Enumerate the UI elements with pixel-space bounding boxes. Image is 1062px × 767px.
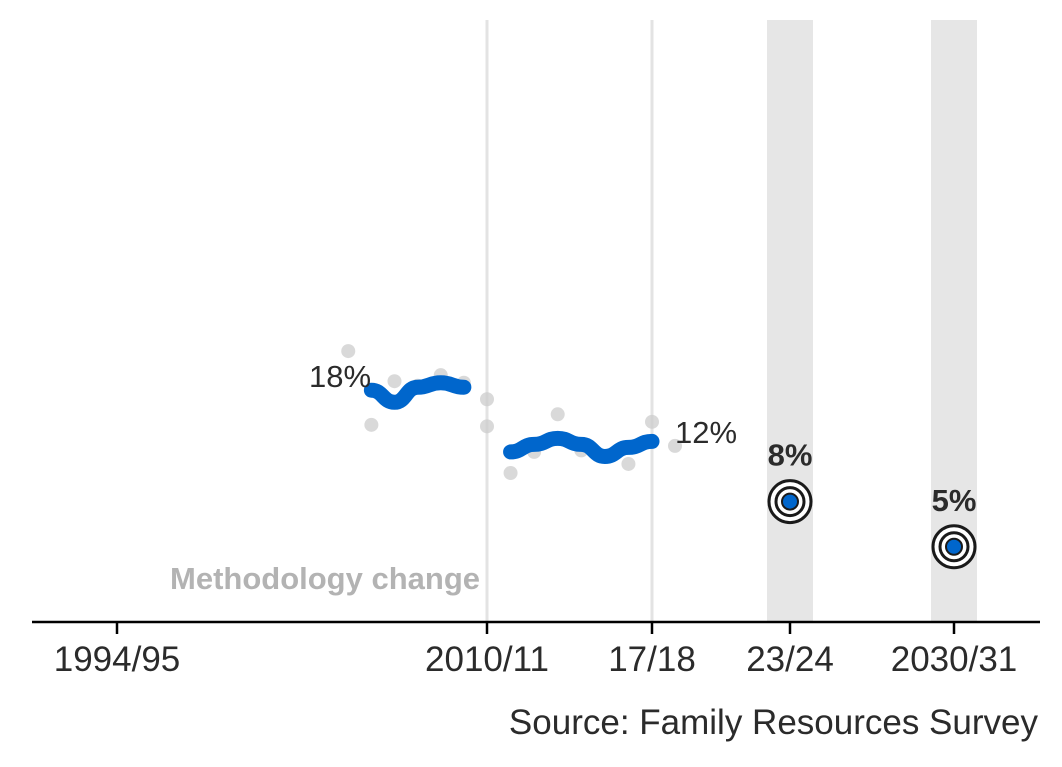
annual-estimate-points <box>341 344 682 481</box>
x-tick-label: 1994/95 <box>54 640 181 679</box>
estimate-point <box>387 374 402 389</box>
shaded-bands <box>767 20 977 622</box>
estimate-point <box>645 414 659 429</box>
estimate-point <box>503 466 518 481</box>
target-markers: 8% 5% <box>767 438 977 570</box>
x-axis-ticks: 1994/95 2010/11 17/18 23/24 2030/31 <box>54 622 1018 679</box>
trend-line <box>363 375 472 410</box>
estimate-point <box>550 407 565 422</box>
x-tick-label: 23/24 <box>746 640 834 679</box>
estimate-point <box>364 417 379 432</box>
estimate-point <box>480 392 494 407</box>
target-band <box>767 20 813 622</box>
trend-lines <box>363 375 660 464</box>
reference-lines <box>485 20 654 622</box>
methodology-change-label: Methodology change <box>170 561 480 596</box>
estimate-point <box>668 438 682 453</box>
trend-line <box>503 430 660 464</box>
x-tick-label: 2030/31 <box>891 640 1018 679</box>
source-note: Source: Family Resources Survey <box>509 703 1039 742</box>
target-point <box>781 492 799 511</box>
target-value-label: 5% <box>932 483 977 518</box>
x-tick-label: 17/18 <box>608 640 696 679</box>
estimate-point <box>341 344 356 359</box>
start-value-label: 18% <box>309 359 371 394</box>
estimate-point <box>621 456 636 471</box>
target-point <box>945 537 963 556</box>
x-tick-label: 2010/11 <box>425 640 549 679</box>
end-value-label: 12% <box>675 415 737 450</box>
target-value-label: 8% <box>768 438 813 473</box>
estimate-point <box>480 419 494 434</box>
target-band <box>931 20 977 622</box>
